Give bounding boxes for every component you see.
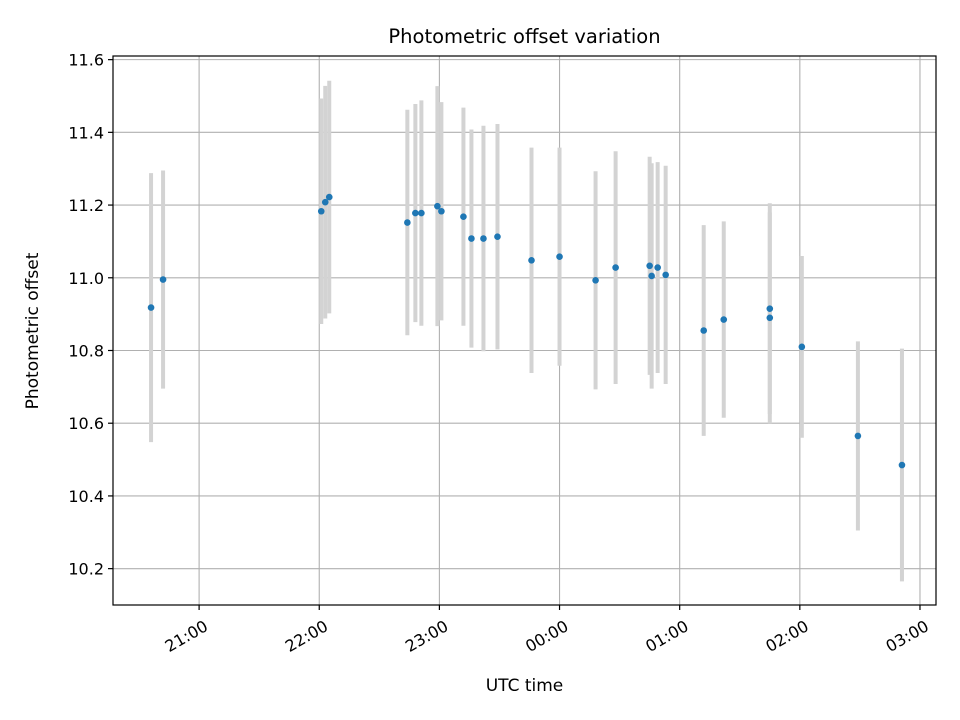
data-point bbox=[766, 314, 774, 322]
data-point bbox=[592, 277, 599, 284]
data-point bbox=[766, 305, 774, 312]
data-point bbox=[159, 276, 167, 283]
data-point bbox=[612, 264, 619, 271]
y-tick-label: 10.6 bbox=[68, 414, 104, 433]
x-tick-label: 21:00 bbox=[162, 616, 211, 656]
y-axis-label: Photometric offset bbox=[23, 252, 43, 409]
data-point bbox=[460, 213, 467, 221]
data-point bbox=[480, 235, 487, 242]
x-tick-label: 02:00 bbox=[762, 616, 811, 656]
data-point bbox=[147, 304, 155, 311]
data-point bbox=[798, 343, 806, 351]
chart-title: Photometric offset variation bbox=[388, 25, 660, 48]
x-axis-label: UTC time bbox=[486, 676, 564, 696]
x-tick-label: 00:00 bbox=[522, 616, 571, 656]
data-point bbox=[648, 272, 655, 280]
y-tick-label: 10.4 bbox=[68, 487, 104, 506]
data-point bbox=[317, 207, 325, 215]
data-point bbox=[468, 235, 475, 242]
y-tick-label: 10.8 bbox=[68, 341, 104, 360]
x-tick-label: 03:00 bbox=[883, 616, 932, 656]
x-tick-label: 01:00 bbox=[642, 616, 691, 656]
data-point bbox=[556, 253, 563, 260]
data-point bbox=[720, 316, 728, 323]
grid bbox=[113, 56, 936, 605]
y-tick-label: 11.0 bbox=[68, 269, 104, 288]
data-point bbox=[700, 327, 708, 334]
data-point bbox=[418, 209, 425, 217]
y-axis-ticks: 10.2 10.4 10.6 10.8 11.0 11.2 11.4 11.6 bbox=[68, 51, 113, 579]
data-point bbox=[434, 202, 441, 210]
y-tick-label: 10.2 bbox=[68, 560, 104, 579]
y-tick-label: 11.6 bbox=[68, 51, 104, 70]
data-point bbox=[662, 271, 669, 279]
y-tick-label: 11.4 bbox=[68, 123, 104, 142]
x-tick-label: 22:00 bbox=[282, 616, 331, 656]
x-axis-ticks: 21:00 22:00 23:00 00:00 01:00 02:00 03:00 bbox=[162, 605, 932, 656]
data-point bbox=[528, 257, 535, 264]
plot-frame bbox=[112, 55, 937, 606]
data-point bbox=[654, 264, 661, 271]
data-point bbox=[412, 209, 419, 217]
data-point bbox=[404, 219, 411, 226]
data-point bbox=[325, 193, 333, 201]
error-bars bbox=[149, 80, 904, 582]
data-points bbox=[147, 193, 906, 469]
data-point bbox=[854, 432, 862, 440]
data-point bbox=[494, 233, 501, 240]
data-point bbox=[898, 461, 906, 469]
x-tick-label: 23:00 bbox=[402, 616, 451, 656]
data-point bbox=[438, 207, 445, 215]
data-point bbox=[321, 198, 329, 206]
data-point bbox=[646, 262, 653, 270]
y-tick-label: 11.2 bbox=[68, 196, 104, 215]
